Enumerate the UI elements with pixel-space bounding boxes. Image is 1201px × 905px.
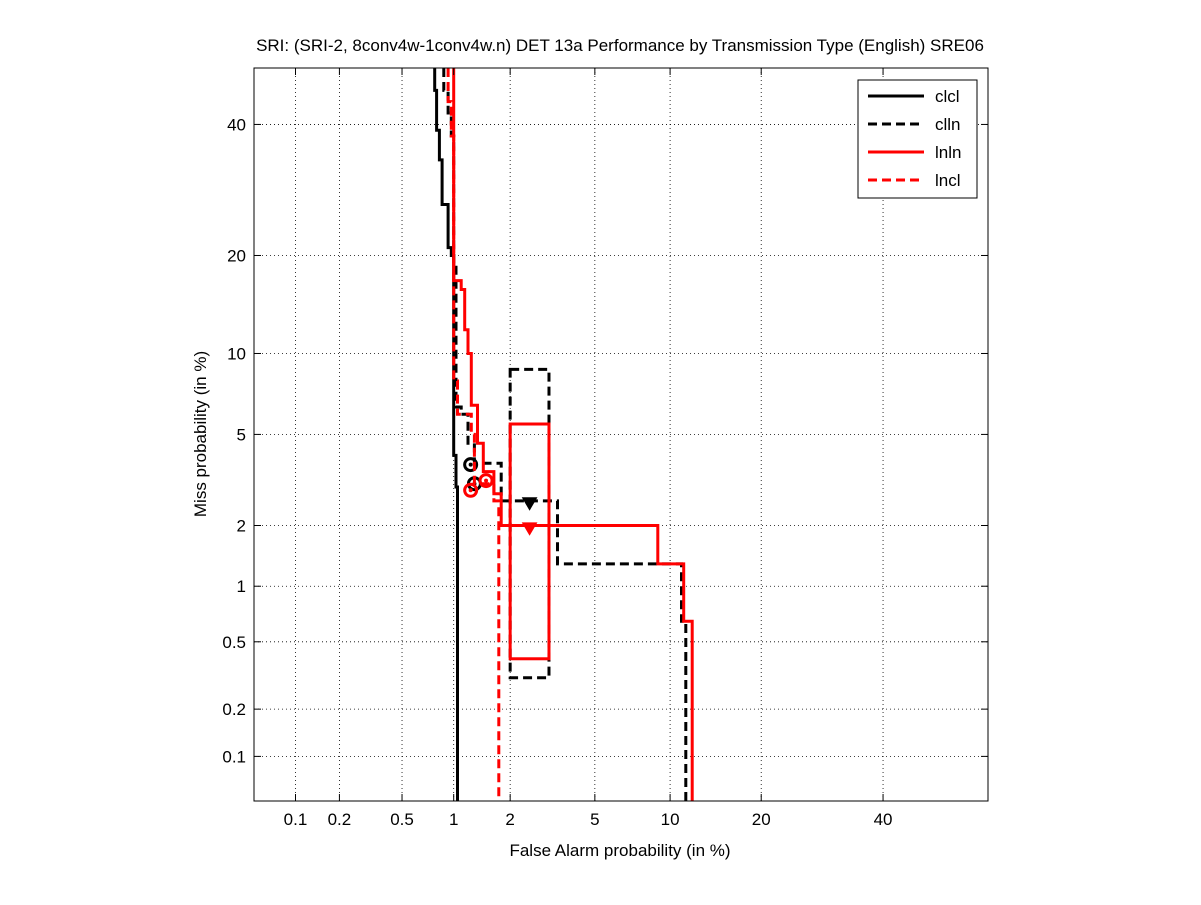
x-tick-label: 10 [661, 810, 680, 829]
det-curve-lncl [446, 68, 501, 801]
x-tick-label: 40 [874, 810, 893, 829]
det-curve-lnln [452, 68, 694, 801]
y-tick-label: 20 [227, 246, 246, 265]
y-tick-label: 10 [227, 344, 246, 363]
chart-title: SRI: (SRI-2, 8conv4w-1conv4w.n) DET 13a … [256, 36, 984, 55]
y-axis-label: Miss probability (in %) [191, 351, 210, 517]
y-tick-label: 5 [237, 425, 246, 444]
data-layer [433, 68, 694, 801]
series-lnln [452, 68, 694, 801]
y-tick-label: 1 [237, 577, 246, 596]
series-lncl [446, 68, 501, 801]
y-tick-label: 0.2 [222, 700, 246, 719]
x-tick-label: 0.1 [284, 810, 308, 829]
legend-label-lnln: lnln [935, 143, 961, 162]
min-dcf-marker-dot-lncl [468, 488, 473, 493]
legend-label-lncl: lncl [935, 171, 961, 190]
y-tick-label: 40 [227, 115, 246, 134]
min-dcf-marker-dot-lnln [484, 478, 489, 483]
x-tick-label: 5 [590, 810, 599, 829]
x-tick-label: 0.5 [390, 810, 414, 829]
y-tick-label: 0.5 [222, 633, 246, 652]
x-tick-label: 20 [752, 810, 771, 829]
det-curve-clcl [433, 68, 459, 801]
legend-box [857, 79, 978, 199]
x-tick-label: 1 [449, 810, 458, 829]
actual-dcf-marker-clln [521, 497, 538, 511]
min-dcf-marker-lnln [478, 473, 494, 489]
min-dcf-marker-lncl [463, 482, 479, 498]
x-tick-label: 2 [505, 810, 514, 829]
actual-dcf-marker-lnln [521, 522, 538, 536]
tick-layer: 0.1 0.2 0.5 1 2 5 10 20 40 0.1 0.2 0.5 1 2 5 10 20 40 [222, 68, 988, 829]
y-tick-label: 2 [237, 516, 246, 535]
legend: clcl clln lnln lncl [857, 79, 978, 199]
x-tick-label: 0.2 [328, 810, 352, 829]
legend-label-clln: clln [935, 115, 961, 134]
confidence-box-lnln [508, 422, 551, 661]
legend-label-clcl: clcl [935, 87, 960, 106]
x-axis-label: False Alarm probability (in %) [509, 841, 730, 860]
det-curve-clln [442, 68, 688, 801]
y-tick-label: 0.1 [222, 747, 246, 766]
min-dcf-marker-dot-clcl [468, 462, 473, 467]
